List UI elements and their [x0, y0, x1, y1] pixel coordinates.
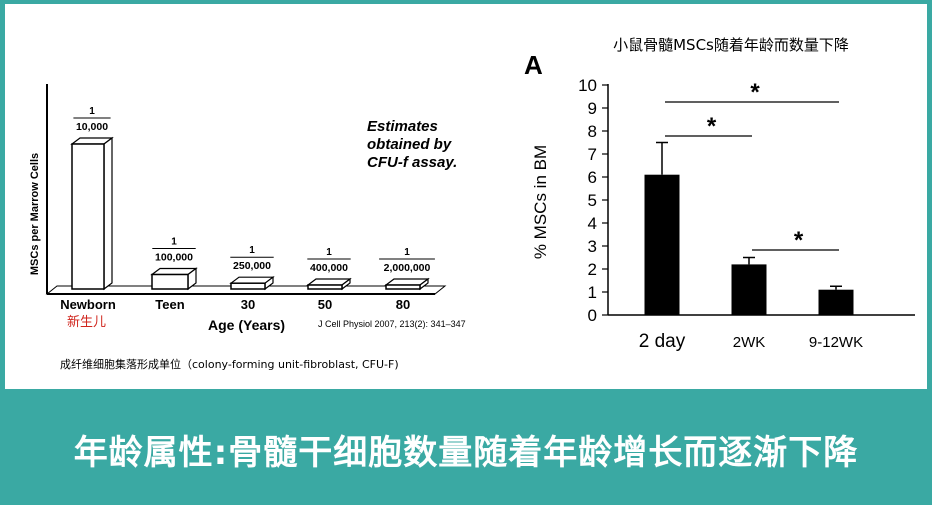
ratio-numerator: 1	[249, 245, 255, 256]
right-x-tick-label: 2WK	[733, 334, 766, 351]
ratio-denominator: 10,000	[76, 121, 108, 133]
annotation-line-3: CFU-f assay.	[367, 154, 457, 171]
significance-star: *	[750, 79, 760, 106]
ratio-denominator: 2,000,000	[384, 262, 431, 274]
bottom-banner: 年龄属性:骨髓干细胞数量随着年龄增长而逐渐下降	[5, 389, 927, 501]
figure-canvas: MSCs per Marrow Cells Estimates obtained…	[29, 36, 915, 371]
right-y-tick-label: 2	[588, 260, 597, 279]
right-y-tick-label: 3	[588, 237, 597, 256]
left-bar	[71, 143, 105, 290]
right-bar	[644, 174, 680, 315]
right-chart: 小鼠骨髓MSCs随着年龄而数量下降 A % MSCs in BM 0 1 2 3 4 5 6…	[524, 36, 915, 352]
left-floor	[45, 285, 447, 295]
left-x-tick-label: 80	[396, 297, 410, 312]
panel-label: A	[524, 50, 543, 80]
left-chart: MSCs per Marrow Cells Estimates obtained…	[29, 84, 466, 371]
left-x-tick-label: Newborn	[60, 297, 116, 312]
left-y-label: MSCs per Marrow Cells	[29, 153, 41, 275]
annotation-line-2: obtained by	[367, 136, 452, 153]
left-bar	[230, 282, 266, 290]
right-y-tick-label: 1	[588, 283, 597, 302]
right-y-tick-label: 10	[578, 76, 597, 95]
significance-star: *	[707, 113, 717, 140]
left-footnote: 成纤维细胞集落形成单位（colony-forming unit-fibrobla…	[60, 357, 399, 371]
ratio-numerator: 1	[89, 106, 95, 117]
left-bar	[385, 284, 421, 290]
ratio-denominator: 250,000	[233, 260, 271, 272]
right-y-tick-label: 6	[588, 168, 597, 187]
left-bar	[151, 273, 189, 290]
right-x-tick-label: 9-12WK	[809, 334, 863, 351]
right-y-tick-label: 7	[588, 145, 597, 164]
right-y-tick-label: 8	[588, 122, 597, 141]
left-annotation: Estimates obtained by CFU-f assay.	[367, 118, 457, 171]
right-bar	[731, 264, 767, 315]
left-x-tick-label: 30	[241, 297, 255, 312]
ratio-numerator: 1	[326, 247, 332, 258]
left-x-label: Age (Years)	[208, 317, 285, 333]
left-bar-side	[103, 136, 113, 291]
annotation-line-1: Estimates	[367, 118, 438, 135]
ratio-numerator: 1	[404, 247, 410, 258]
right-x-tick-label: 2 day	[639, 331, 686, 352]
right-bar	[818, 289, 854, 315]
figure-panel: MSCs per Marrow Cells Estimates obtained…	[5, 4, 927, 389]
left-x-tick-label: 50	[318, 297, 332, 312]
right-y-tick-label: 4	[588, 214, 597, 233]
banner-title: 年龄属性:骨髓干细胞数量随着年龄增长而逐渐下降	[73, 433, 859, 473]
right-y-tick-label: 5	[588, 191, 597, 210]
ratio-denominator: 100,000	[155, 252, 193, 264]
ratio-numerator: 1	[171, 237, 177, 248]
left-x-tick-label: Teen	[155, 297, 184, 312]
right-title: 小鼠骨髓MSCs随着年龄而数量下降	[613, 36, 849, 54]
newborn-chinese-label: 新生儿	[67, 314, 106, 330]
right-y-tick-label: 0	[588, 306, 597, 325]
ratio-denominator: 400,000	[310, 262, 348, 274]
significance-star: *	[794, 227, 804, 254]
citation: J Cell Physiol 2007, 213(2): 341–347	[318, 319, 466, 329]
left-bar	[307, 284, 343, 290]
right-y-label: % MSCs in BM	[531, 145, 550, 259]
right-y-tick-label: 9	[588, 99, 597, 118]
